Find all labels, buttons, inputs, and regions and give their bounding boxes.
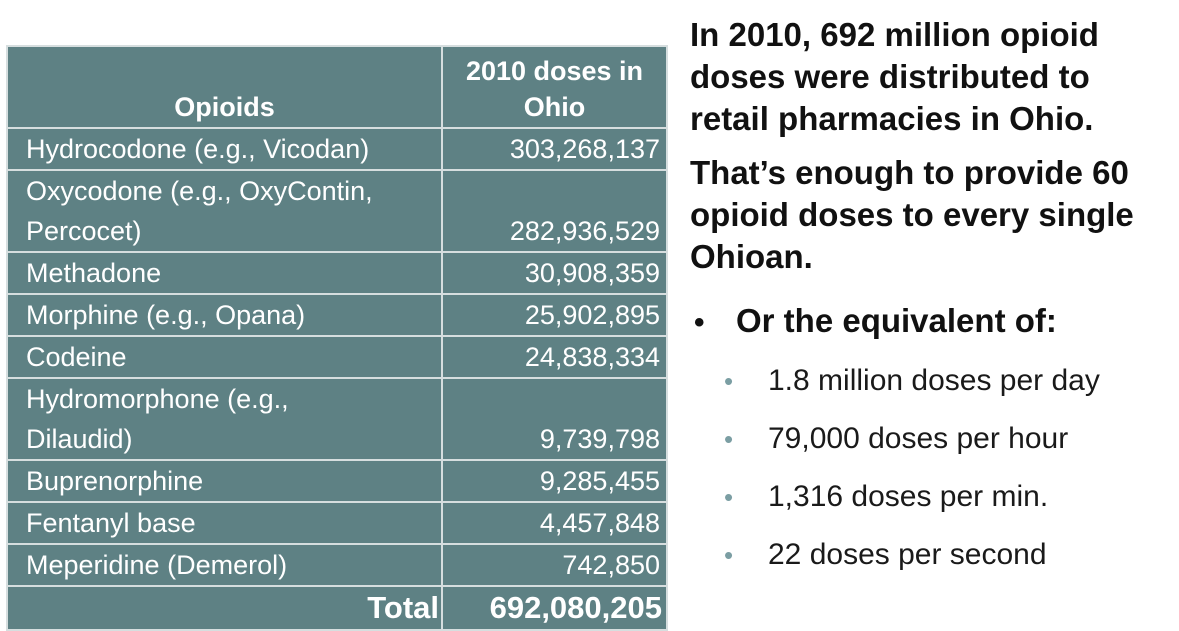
header-doses-label: 2010 doses in Ohio <box>465 56 644 122</box>
opioid-doses: 4,457,848 <box>441 501 668 545</box>
table-row: Hydrocodone (e.g., Vicodan) 303,268,137 <box>6 127 668 171</box>
list-item-text: 1,316 doses per min. <box>768 480 1049 513</box>
equivalent-bullet: • Or the equivalent of: <box>690 300 1175 344</box>
headline-per-ohioan: That’s enough to provide 60 opioid doses… <box>690 154 1134 275</box>
opioid-name-text: Oxycodone (e.g., OxyContin, Percocet) <box>26 176 373 246</box>
opioid-name: Meperidine (Demerol) <box>6 543 443 587</box>
list-item-text: 79,000 doses per hour <box>768 422 1069 455</box>
table-row: Codeine 24,838,334 <box>6 335 668 379</box>
sub-bullet-marker: • <box>724 482 734 512</box>
equivalent-bullet-text: Or the equivalent of: <box>736 302 1057 339</box>
table-row: Oxycodone (e.g., OxyContin, Percocet) 28… <box>6 169 668 253</box>
opioid-name: Fentanyl base <box>6 501 443 545</box>
opioid-name: Hydrocodone (e.g., Vicodan) <box>6 127 443 171</box>
table-row: Fentanyl base 4,457,848 <box>6 501 668 545</box>
opioid-doses-table-container: Opioids 2010 doses in Ohio Hydrocodone (… <box>6 45 668 631</box>
sub-bullet-marker: • <box>724 424 734 454</box>
list-item: • 22 doses per second <box>690 526 1175 584</box>
list-item: • 79,000 doses per hour <box>690 410 1175 468</box>
equivalent-list: • 1.8 million doses per day • 79,000 dos… <box>690 352 1175 584</box>
opioid-doses: 24,838,334 <box>441 335 668 379</box>
opioid-name: Oxycodone (e.g., OxyContin, Percocet) <box>6 169 443 253</box>
opioid-name: Codeine <box>6 335 443 379</box>
table-row: Morphine (e.g., Opana) 25,902,895 <box>6 293 668 337</box>
list-item: • 1,316 doses per min. <box>690 468 1175 526</box>
list-item-text: 1.8 million doses per day <box>768 364 1100 397</box>
header-doses: 2010 doses in Ohio <box>441 45 668 129</box>
opioid-doses: 742,850 <box>441 543 668 587</box>
total-value: 692,080,205 <box>441 585 668 631</box>
opioid-doses: 303,268,137 <box>441 127 668 171</box>
bullet-marker: • <box>694 306 705 339</box>
table-header-row: Opioids 2010 doses in Ohio <box>6 45 668 129</box>
table-row: Meperidine (Demerol) 742,850 <box>6 543 668 587</box>
summary-panel: In 2010, 692 million opioid doses were d… <box>690 14 1175 584</box>
sub-bullet-marker: • <box>724 540 734 570</box>
table-row: Buprenorphine 9,285,455 <box>6 459 668 503</box>
opioid-doses: 282,936,529 <box>441 169 668 253</box>
opioid-doses: 25,902,895 <box>441 293 668 337</box>
headline-distribution: In 2010, 692 million opioid doses were d… <box>690 16 1099 137</box>
list-item: • 1.8 million doses per day <box>690 352 1175 410</box>
opioid-name: Hydromorphone (e.g., Dilaudid) <box>6 377 443 461</box>
opioid-doses: 9,285,455 <box>441 459 668 503</box>
table-row: Hydromorphone (e.g., Dilaudid) 9,739,798 <box>6 377 668 461</box>
list-item-text: 22 doses per second <box>768 538 1047 571</box>
table-row: Methadone 30,908,359 <box>6 251 668 295</box>
opioid-doses: 30,908,359 <box>441 251 668 295</box>
opioid-doses-table: Opioids 2010 doses in Ohio Hydrocodone (… <box>6 45 668 631</box>
table-total-row: Total 692,080,205 <box>6 585 668 631</box>
total-label: Total <box>6 585 443 631</box>
opioid-name-text: Hydromorphone (e.g., Dilaudid) <box>26 384 289 454</box>
opioid-doses: 9,739,798 <box>441 377 668 461</box>
sub-bullet-marker: • <box>724 366 734 396</box>
opioid-name: Buprenorphine <box>6 459 443 503</box>
header-opioids: Opioids <box>6 45 443 129</box>
opioid-name: Morphine (e.g., Opana) <box>6 293 443 337</box>
opioid-name: Methadone <box>6 251 443 295</box>
